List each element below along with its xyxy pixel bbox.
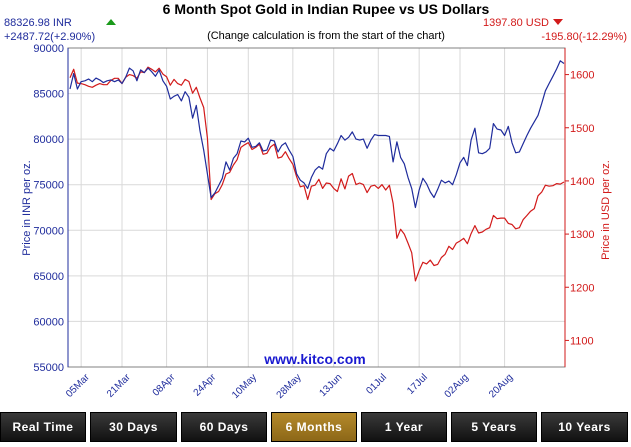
inr-current-value: 88326.98 INR [4,17,72,29]
grid [68,47,565,368]
x-tick-label: 08Apr [151,372,178,399]
inr-series-line [69,60,565,209]
x-tick-label: 05Mar [64,372,92,400]
usd-current-value: 1397.80 USD [483,17,549,29]
range-button-10-years[interactable]: 10 Years [541,412,628,442]
x-tick-label: 01Jul [364,372,389,397]
x-tick-label: 10May [230,372,259,401]
right-tick-label: 1300 [570,229,594,241]
range-button-60-days[interactable]: 60 Days [181,412,267,442]
x-tick-label: 20Aug [487,372,515,400]
right-tick-label: 1100 [570,335,594,347]
usd-series-line [69,66,565,282]
range-button-5-years[interactable]: 5 Years [451,412,537,442]
x-tick-label: 17Jul [405,372,430,397]
left-tick-label: 70000 [33,225,64,237]
kitco-watermark: www.kitco.com [263,351,365,367]
right-tick-label: 1400 [570,176,594,188]
range-button-30-days[interactable]: 30 Days [90,412,177,442]
range-button-real-time[interactable]: Real Time [0,412,86,442]
down-arrow-icon [553,19,563,25]
left-tick-label: 90000 [33,43,64,55]
x-axis-ticks: 05Mar 21Mar 08Apr 24Apr 10May 28May 13Jun 01Jul… [64,372,515,401]
x-tick-label: 24Apr [192,372,219,399]
x-tick-label: 13Jun [317,372,344,399]
left-tick-label: 85000 [33,89,64,101]
left-tick-label: 80000 [33,134,64,146]
x-tick-label: 02Aug [443,372,471,400]
left-axis-ticks: 90000 85000 80000 75000 70000 65000 60000 55000 [33,43,64,374]
right-axis-ticks: 1600 1500 1400 1300 1200 1100 [565,70,594,347]
left-axis-label: Price in INR per oz. [21,160,33,255]
chart-subtitle: (Change calculation is from the start of… [207,30,445,42]
right-axis-label: Price in USD per oz. [600,160,612,260]
left-tick-label: 55000 [33,362,64,374]
left-tick-label: 65000 [33,271,64,283]
gold-chart: 6 Month Spot Gold in Indian Rupee vs US … [4,1,627,401]
right-tick-label: 1200 [570,282,594,294]
left-tick-label: 75000 [33,180,64,192]
series-lines [69,60,565,282]
range-button-1-year[interactable]: 1 Year [361,412,447,442]
right-tick-label: 1500 [570,123,594,135]
range-button-6-months[interactable]: 6 Months [271,412,357,442]
inr-change: +2487.72(+2.90%) [4,31,95,43]
range-buttons: Real Time 30 Days 60 Days 6 Months 1 Year 5 Y… [0,410,631,447]
left-tick-label: 60000 [33,316,64,328]
plot-frame [67,47,566,368]
chart-title: 6 Month Spot Gold in Indian Rupee vs US … [163,1,490,17]
right-tick-label: 1600 [570,70,594,82]
x-tick-label: 28May [275,372,304,401]
x-tick-label: 21Mar [105,372,133,400]
usd-change: -195.80(-12.29%) [541,31,627,43]
up-arrow-icon [106,19,116,25]
